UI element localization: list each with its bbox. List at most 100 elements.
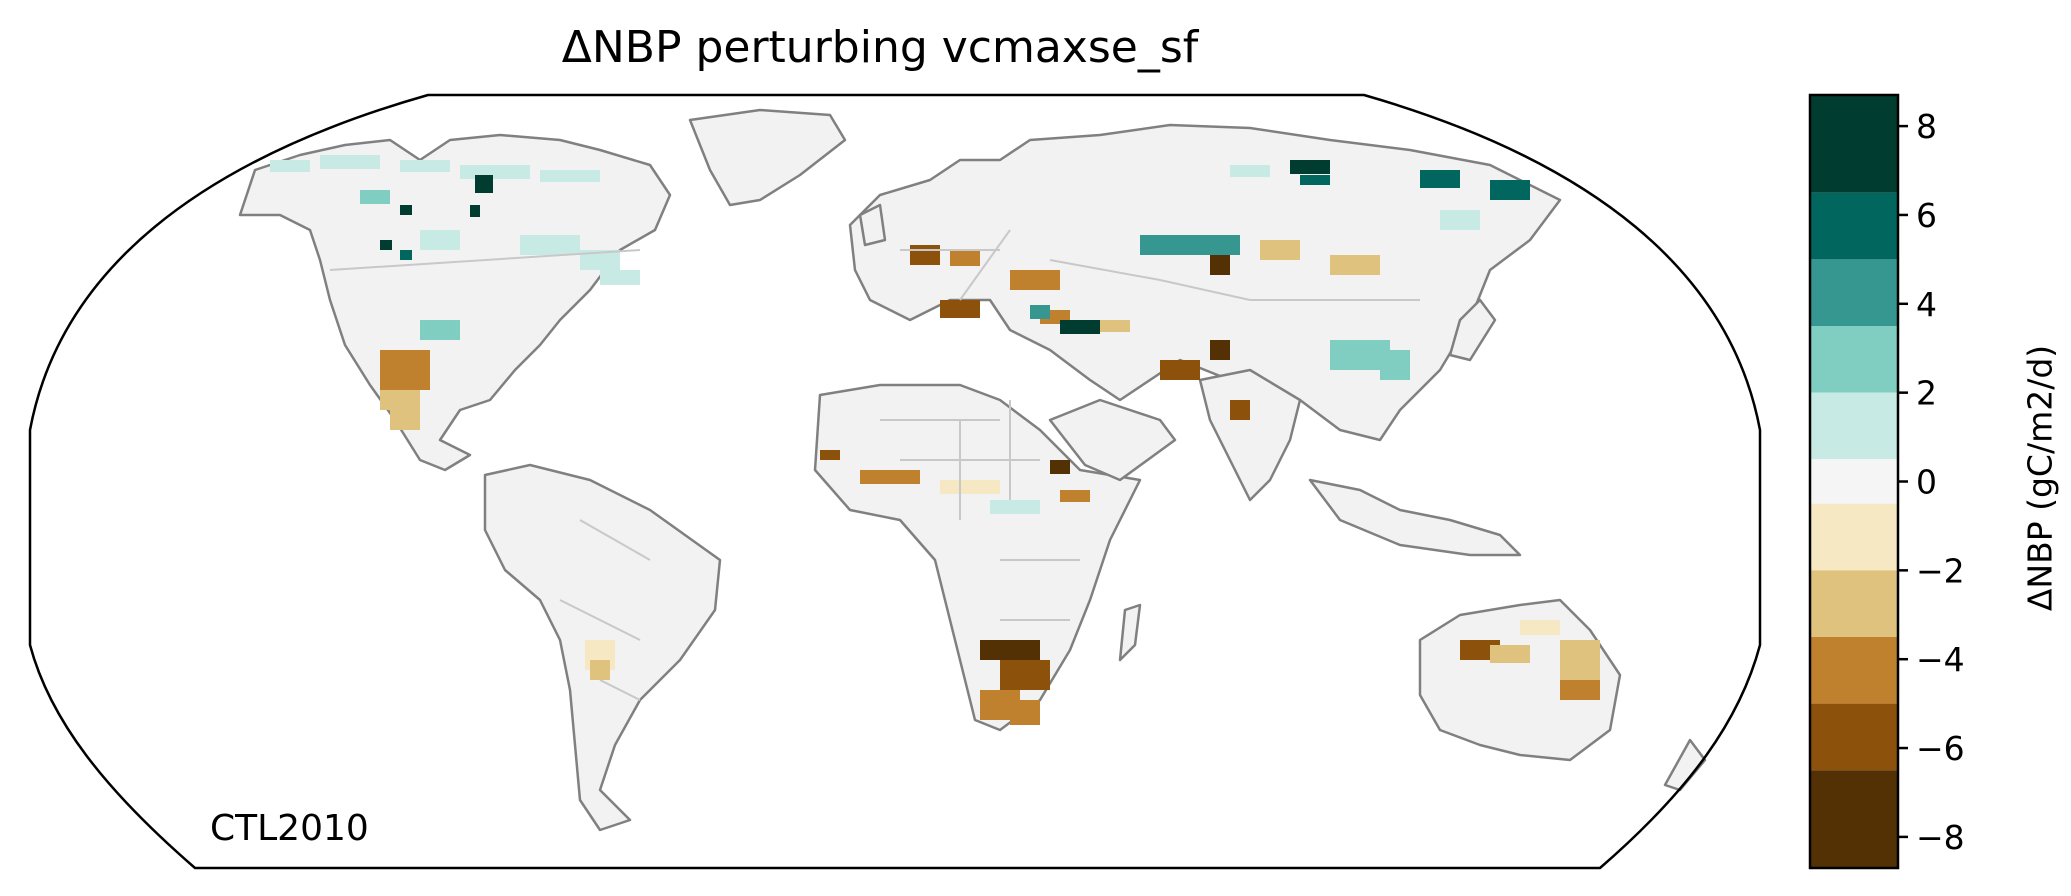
colorbar-bin bbox=[1810, 570, 1898, 637]
anomaly-cell bbox=[1060, 490, 1090, 502]
colorbar-bin bbox=[1810, 503, 1898, 571]
anomaly-cell bbox=[380, 350, 430, 390]
colorbar-tick-label: 4 bbox=[1916, 285, 1937, 324]
colorbar-bin bbox=[1810, 259, 1898, 327]
colorbar-bin bbox=[1810, 703, 1898, 771]
colorbar-tick-label: 0 bbox=[1916, 463, 1937, 502]
anomaly-cell bbox=[1300, 175, 1330, 185]
country-border bbox=[1049, 259, 1161, 281]
anomaly-cell bbox=[1060, 320, 1100, 334]
colorbar-label: ΔNBP (gC/m2/d) bbox=[2020, 344, 2060, 612]
india-landmass bbox=[1198, 368, 1302, 502]
colorbar-tick-label: 6 bbox=[1916, 196, 1937, 235]
anomaly-cell bbox=[1420, 170, 1460, 188]
madagascar-landmass bbox=[1118, 603, 1142, 662]
anomaly-cell bbox=[950, 250, 980, 266]
anomaly-cell bbox=[860, 470, 920, 484]
anomaly-cell bbox=[380, 240, 392, 250]
country-border bbox=[579, 519, 651, 561]
colorbar-tick-label: −2 bbox=[1916, 551, 1965, 590]
country-border bbox=[1159, 279, 1251, 301]
anomaly-cell bbox=[390, 410, 420, 430]
anomaly-cell bbox=[1010, 270, 1060, 290]
anomaly-cell bbox=[1440, 210, 1480, 230]
greenland-landmass bbox=[688, 108, 847, 207]
land-layer bbox=[238, 108, 1707, 832]
colorbar-bin bbox=[1810, 192, 1898, 260]
colorbar-bin bbox=[1810, 459, 1898, 504]
anomaly-cell bbox=[270, 160, 310, 172]
anomaly-cell bbox=[1560, 680, 1600, 700]
anomaly-cell bbox=[1210, 255, 1230, 275]
country-border bbox=[329, 249, 641, 271]
anomaly-cell bbox=[580, 250, 620, 270]
anomaly-cell bbox=[1230, 165, 1270, 177]
anomaly-cell bbox=[1010, 700, 1040, 725]
anomaly-cell bbox=[1210, 340, 1230, 360]
anomaly-cell bbox=[1330, 255, 1380, 275]
anomaly-cell bbox=[1560, 640, 1600, 680]
anomaly-cell bbox=[400, 205, 412, 215]
anomaly-cell bbox=[1050, 460, 1070, 474]
anomaly-cell bbox=[1490, 645, 1530, 663]
anomaly-cell bbox=[1260, 240, 1300, 260]
anomaly-cell bbox=[990, 500, 1040, 514]
anomaly-cell bbox=[1520, 620, 1560, 635]
colorbar-bin bbox=[1810, 392, 1898, 460]
country-border bbox=[959, 229, 1011, 301]
anomaly-cell bbox=[360, 190, 390, 204]
anomaly-cells bbox=[270, 155, 1600, 725]
anomaly-cell bbox=[520, 235, 580, 255]
anomaly-cell bbox=[1230, 400, 1250, 420]
anomaly-cell bbox=[1000, 660, 1050, 690]
country-border bbox=[559, 599, 641, 641]
anomaly-cell bbox=[1100, 320, 1130, 332]
anomaly-cell bbox=[1030, 305, 1050, 319]
anomaly-cell bbox=[400, 250, 412, 260]
colorbar-tick-label: −6 bbox=[1916, 729, 1965, 768]
anomaly-cell bbox=[420, 230, 460, 250]
anomaly-cell bbox=[540, 170, 600, 182]
anomaly-cell bbox=[1380, 350, 1410, 380]
anomaly-cell bbox=[1140, 235, 1200, 255]
anomaly-cell bbox=[910, 245, 940, 265]
uk-landmass bbox=[858, 203, 887, 247]
anomaly-cell bbox=[820, 450, 840, 460]
anomaly-cell bbox=[1160, 360, 1200, 380]
arabia-landmass bbox=[1048, 398, 1177, 482]
anomaly-cell bbox=[940, 300, 980, 318]
anomaly-cell bbox=[600, 270, 640, 285]
colorbar-tick-label: 2 bbox=[1916, 374, 1937, 413]
anomaly-cell bbox=[320, 155, 380, 169]
map-title: ΔNBP perturbing vcmaxse_sf bbox=[561, 22, 1199, 73]
anomaly-cell bbox=[980, 640, 1040, 660]
colorbar-tick-label: −8 bbox=[1916, 818, 1965, 857]
country-border bbox=[599, 679, 641, 701]
colorbar-bin bbox=[1810, 770, 1898, 868]
anomaly-cell bbox=[940, 480, 1000, 494]
anomaly-cell bbox=[1490, 180, 1530, 200]
colorbar-bin bbox=[1810, 326, 1898, 393]
colorbar-tick-label: 8 bbox=[1916, 107, 1937, 146]
map-frame bbox=[28, 93, 1762, 870]
country-borders bbox=[329, 229, 1420, 701]
colorbar: 8 6 4 2 0 −2 −4 −6 −8 bbox=[1808, 93, 1965, 870]
colorbar-bin bbox=[1810, 636, 1898, 704]
anomaly-cell bbox=[1200, 235, 1240, 255]
anomaly-cell bbox=[470, 205, 480, 217]
anomaly-cell bbox=[590, 660, 610, 680]
anomaly-cell bbox=[460, 165, 530, 179]
anomaly-cell bbox=[420, 320, 460, 340]
indonesia-landmass bbox=[1308, 478, 1522, 557]
anomaly-cell bbox=[1290, 160, 1330, 174]
japan-landmass bbox=[1448, 298, 1497, 362]
colorbar-tick-label: −4 bbox=[1916, 640, 1965, 679]
colorbar-bin bbox=[1810, 95, 1898, 193]
anomaly-cell bbox=[475, 175, 493, 193]
anomaly-cell bbox=[400, 160, 450, 172]
north-america-landmass bbox=[238, 133, 672, 472]
scenario-label: CTL2010 bbox=[210, 808, 369, 849]
anomaly-cell bbox=[380, 390, 420, 410]
